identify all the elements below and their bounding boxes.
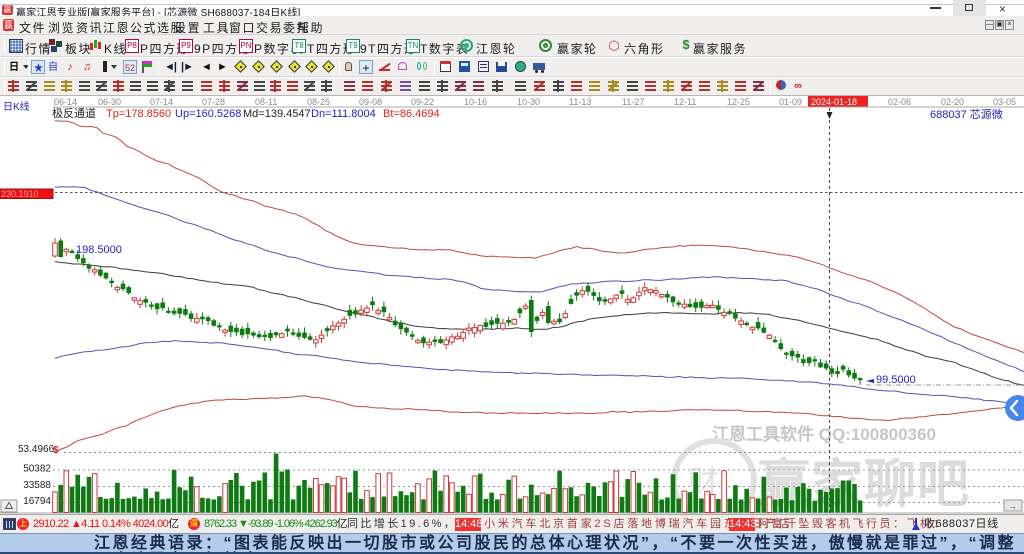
svg-text:12-25: 12-25 <box>727 97 750 107</box>
svg-text:07-14: 07-14 <box>150 97 173 107</box>
svg-text:06-30: 06-30 <box>98 97 121 107</box>
svg-text:财: 财 <box>688 466 718 499</box>
svg-text:09-22: 09-22 <box>411 97 434 107</box>
svg-text:2024-01-18: 2024-01-18 <box>811 97 857 107</box>
svg-text:06-14: 06-14 <box>54 97 77 107</box>
svg-text:10-16: 10-16 <box>464 97 487 107</box>
svg-text:07-28: 07-28 <box>202 97 225 107</box>
svg-text:02-20: 02-20 <box>941 97 964 107</box>
svg-text:12-11: 12-11 <box>674 97 696 107</box>
svg-text:→: → <box>1008 501 1017 511</box>
svg-text:03-05: 03-05 <box>993 97 1016 107</box>
svg-text:33588: 33588 <box>23 480 51 491</box>
svg-text:09-08: 09-08 <box>359 97 382 107</box>
svg-text:Tp=178.8560: Tp=178.8560 <box>106 108 171 120</box>
svg-text:01-09: 01-09 <box>779 97 802 107</box>
svg-text:230.1910: 230.1910 <box>1 189 39 199</box>
svg-text:50382: 50382 <box>23 464 51 475</box>
svg-text:Bt=86.4694: Bt=86.4694 <box>383 108 440 120</box>
svg-text:16794: 16794 <box>23 496 51 507</box>
svg-text:99.5000: 99.5000 <box>876 374 916 386</box>
svg-text:11-27: 11-27 <box>622 97 644 107</box>
svg-text:日K线: 日K线 <box>3 100 30 113</box>
svg-text:Md=139.4547: Md=139.4547 <box>243 108 311 120</box>
svg-text:688037 芯源微: 688037 芯源微 <box>930 107 1003 121</box>
svg-text:江恩工具软件 QQ:100800360: 江恩工具软件 QQ:100800360 <box>712 424 936 444</box>
svg-text:10-30: 10-30 <box>517 97 540 107</box>
svg-text:08-25: 08-25 <box>307 97 330 107</box>
svg-text:11-13: 11-13 <box>569 97 591 107</box>
svg-text:02-06: 02-06 <box>888 97 911 107</box>
svg-text:Dn=111.8004: Dn=111.8004 <box>311 108 376 120</box>
svg-text:08-11: 08-11 <box>255 97 277 107</box>
svg-text:198.5000: 198.5000 <box>76 244 122 256</box>
svg-text:Up=160.5268: Up=160.5268 <box>175 108 241 120</box>
svg-text:极反通道: 极反通道 <box>52 106 96 120</box>
svg-text:53.4966: 53.4966 <box>18 444 55 455</box>
svg-text:$: $ <box>53 445 59 456</box>
